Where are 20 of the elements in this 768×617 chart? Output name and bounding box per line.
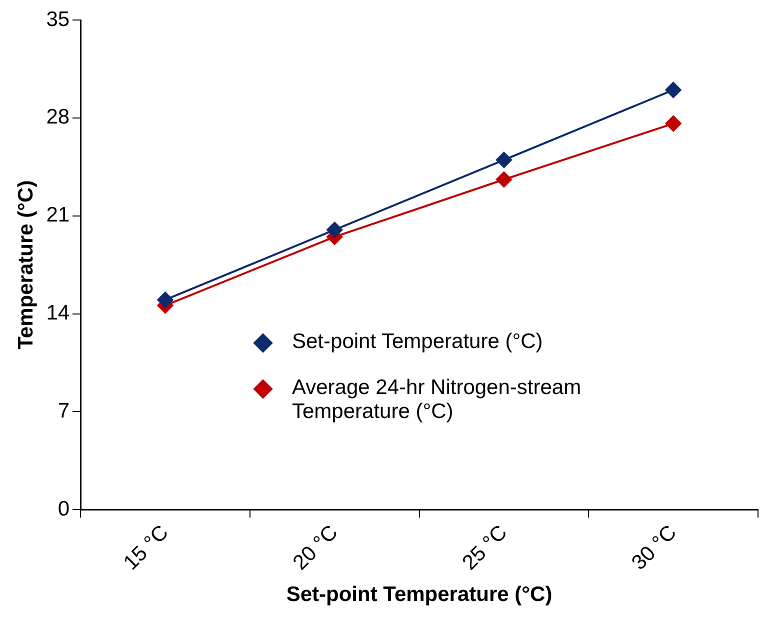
x-axis-title: Set-point Temperature (°C) — [286, 583, 552, 606]
y-tick-label: 21 — [46, 204, 70, 227]
y-axis-title: Temperature (°C) — [14, 180, 38, 350]
y-tick-label: 14 — [46, 302, 70, 325]
point — [665, 116, 682, 132]
point — [665, 82, 682, 98]
legend-label: Average 24-hr Nitrogen-stream Temperature (°C) — [292, 376, 582, 424]
x-tick-label: 30 °C — [627, 520, 681, 575]
x-tick-label: 20 °C — [288, 520, 342, 575]
point — [157, 292, 174, 308]
y-tick-label: 28 — [46, 106, 70, 129]
y-tick-label: 35 — [46, 8, 70, 31]
x-tick-label: 15 °C — [119, 520, 173, 575]
legend-label: Set-point Temperature (°C) — [292, 330, 543, 354]
x-tick-label: 25 °C — [458, 520, 512, 575]
point — [496, 171, 512, 188]
point — [326, 222, 343, 238]
y-tick-label: 7 — [58, 400, 70, 423]
y-tick-label: 0 — [58, 497, 70, 520]
point — [496, 152, 512, 168]
